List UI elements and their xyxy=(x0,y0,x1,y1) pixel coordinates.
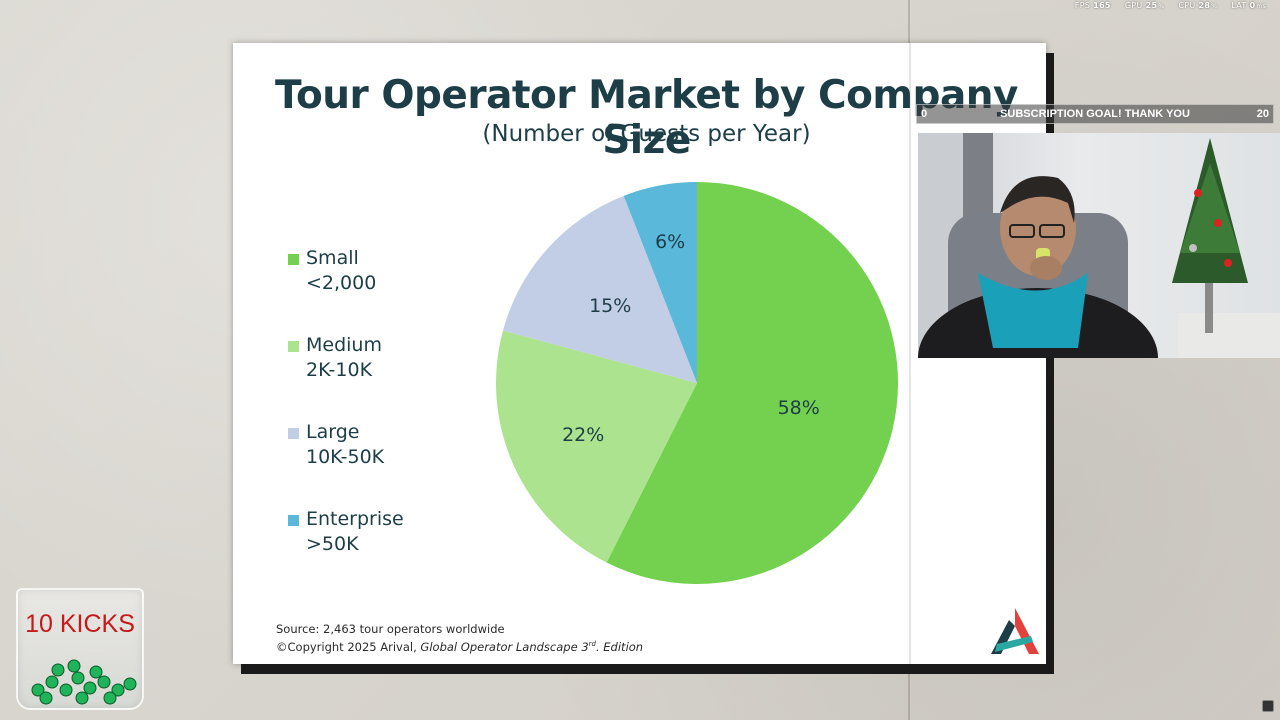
cpu-stat: CPU 28% xyxy=(1178,1,1217,10)
slide-seam xyxy=(909,43,911,664)
pie-slice-enterprise xyxy=(623,182,697,383)
pie-label-enterprise: 6% xyxy=(655,231,685,253)
gpu-value: 25 xyxy=(1145,1,1158,10)
source-note: Source: 2,463 tour operators worldwide ©… xyxy=(276,622,643,655)
performance-stats: FPS 165 GPU 25% CPU 28% LAT 0ms xyxy=(1075,1,1266,10)
kicks-label: 10 KICKS xyxy=(25,610,135,638)
copyright-prefix: ©Copyright 2025 Arival, xyxy=(276,639,421,654)
copyright-sup: rd xyxy=(588,640,596,648)
lat-unit: ms xyxy=(1256,3,1266,10)
chart-title: Tour Operator Market by Company Size xyxy=(275,73,1018,163)
chart-subtitle: (Number of Guests per Year) xyxy=(482,121,811,147)
fps-stat: FPS 165 xyxy=(1075,1,1111,10)
cpu-value: 28 xyxy=(1198,1,1211,10)
pie-slice-small xyxy=(606,182,899,585)
cpu-label: CPU xyxy=(1178,1,1196,10)
legend-name-large: Large xyxy=(306,421,360,443)
cpu-unit: % xyxy=(1211,3,1218,10)
fps-value: 165 xyxy=(1093,1,1111,10)
source-line: Source: 2,463 tour operators worldwide xyxy=(276,622,505,636)
copyright-suffix: . Edition xyxy=(595,639,644,654)
legend-swatch-small xyxy=(288,254,299,265)
gpu-unit: % xyxy=(1158,3,1165,10)
gpu-label: GPU xyxy=(1124,1,1143,10)
subscription-goal-bar: 0 SUBSCRIPTION GOAL! THANK YOU 20 xyxy=(916,104,1274,124)
lat-stat: LAT 0ms xyxy=(1231,1,1266,10)
copyright-line: ©Copyright 2025 Arival, Global Operator … xyxy=(276,637,643,655)
kicks-counter-widget: 10 KICKS xyxy=(16,588,144,710)
goal-min: 0 xyxy=(921,108,928,120)
lat-label: LAT xyxy=(1231,1,1247,10)
webcam-image xyxy=(918,133,1280,358)
pie-chart: 58% 22% 15% 6% xyxy=(496,182,899,585)
pie-label-small: 58% xyxy=(778,397,820,419)
legend-range-enterprise: >50K xyxy=(306,533,359,555)
pie-label-medium: 22% xyxy=(562,424,604,446)
legend-swatch-medium xyxy=(288,341,299,352)
overlay-corner-icon xyxy=(1262,700,1274,712)
webcam-feed xyxy=(918,133,1280,358)
goal-max: 20 xyxy=(1256,108,1269,120)
legend-name-small: Small xyxy=(306,247,359,269)
fps-label: FPS xyxy=(1074,1,1091,10)
clover-pile-icon xyxy=(31,659,137,705)
legend-range-large: 10K-50K xyxy=(306,446,385,468)
pie-slice-large xyxy=(502,195,697,383)
legend-name-medium: Medium xyxy=(306,334,382,356)
legend-range-small: <2,000 xyxy=(306,272,377,294)
arival-logo-icon xyxy=(991,608,1039,654)
pie-label-large: 15% xyxy=(589,295,631,317)
goal-label: SUBSCRIPTION GOAL! THANK YOU xyxy=(1000,108,1190,120)
lat-value: 0 xyxy=(1249,1,1256,10)
legend-swatch-large xyxy=(288,428,299,439)
presentation-slide: Tour Operator Market by Company Size (Nu… xyxy=(233,43,1046,664)
gpu-stat: GPU 25% xyxy=(1125,1,1165,10)
copyright-title: Global Operator Landscape 3 xyxy=(420,639,589,654)
pie-slice-medium xyxy=(496,330,697,563)
legend-name-enterprise: Enterprise xyxy=(306,508,404,530)
legend-range-medium: 2K-10K xyxy=(306,359,373,381)
legend-swatch-enterprise xyxy=(288,515,299,526)
